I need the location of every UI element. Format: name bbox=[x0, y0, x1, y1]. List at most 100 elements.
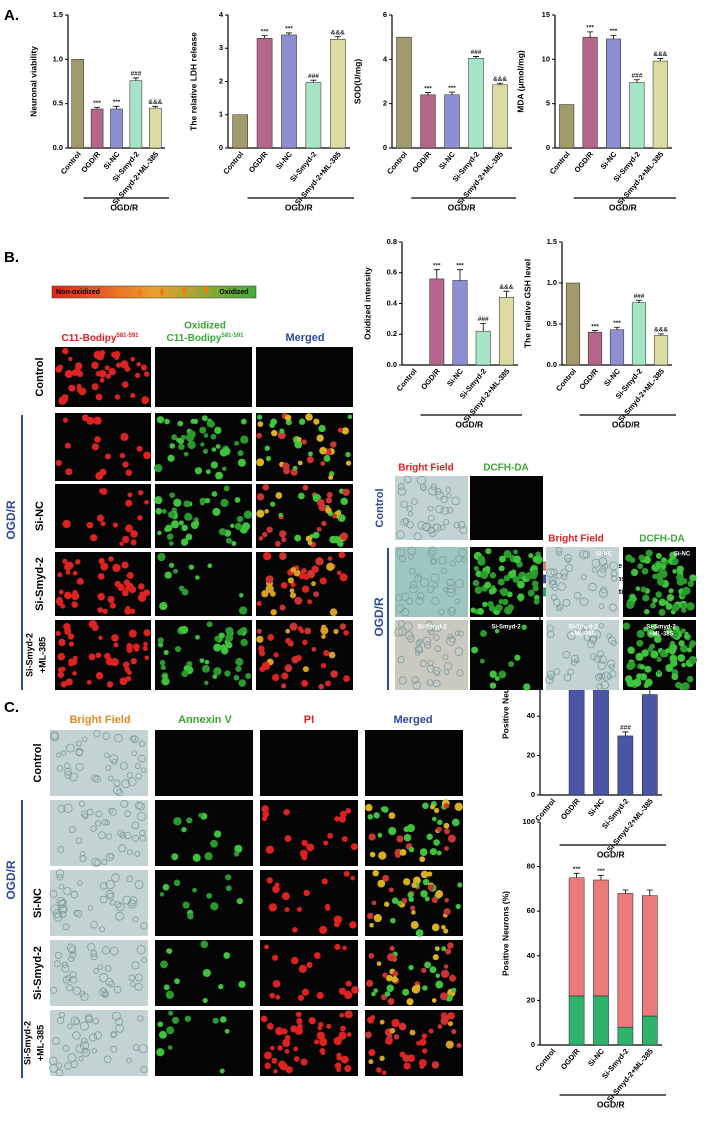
cell bbox=[643, 555, 652, 564]
cell bbox=[278, 552, 287, 560]
flame bbox=[116, 289, 120, 298]
cell bbox=[442, 518, 450, 526]
cell bbox=[602, 551, 609, 557]
cell bbox=[136, 445, 143, 452]
cell bbox=[318, 1021, 324, 1028]
cell bbox=[239, 593, 244, 598]
cell bbox=[171, 1016, 180, 1024]
cell bbox=[143, 589, 151, 597]
cell bbox=[62, 417, 69, 423]
cell bbox=[157, 552, 166, 562]
label: +ML-385 bbox=[35, 1025, 45, 1061]
micrograph bbox=[155, 552, 252, 616]
cell bbox=[170, 520, 180, 529]
cell bbox=[270, 1045, 275, 1051]
y-tick-label: 40 bbox=[527, 711, 535, 720]
cell bbox=[55, 459, 62, 466]
cell bbox=[138, 1044, 148, 1054]
cell bbox=[437, 819, 443, 826]
cell bbox=[328, 475, 334, 480]
cell bbox=[415, 646, 423, 654]
cell bbox=[282, 1038, 291, 1048]
cell bbox=[238, 679, 247, 687]
bar bbox=[429, 278, 445, 366]
cell bbox=[134, 372, 141, 379]
cell bbox=[69, 971, 77, 979]
cell bbox=[139, 830, 146, 837]
label: ### bbox=[634, 293, 645, 300]
bar bbox=[565, 282, 581, 366]
bar bbox=[232, 114, 249, 149]
cell bbox=[391, 1018, 400, 1028]
cell bbox=[68, 356, 73, 362]
label: Positive Neurons (%) bbox=[500, 654, 510, 739]
cell bbox=[332, 513, 338, 519]
cell bbox=[494, 676, 500, 681]
cell bbox=[647, 629, 654, 636]
cell bbox=[445, 948, 452, 955]
cell bbox=[225, 874, 232, 881]
cell bbox=[98, 635, 103, 640]
micrograph bbox=[155, 413, 252, 481]
cell bbox=[641, 649, 649, 657]
cell bbox=[126, 772, 133, 779]
y-tick-label: 0 bbox=[383, 143, 387, 152]
cell bbox=[109, 754, 119, 764]
cell bbox=[224, 1028, 230, 1034]
cell bbox=[256, 628, 262, 634]
cell bbox=[124, 586, 130, 592]
cell bbox=[416, 1040, 421, 1046]
cell bbox=[56, 765, 64, 772]
cell bbox=[71, 601, 79, 608]
cell bbox=[658, 598, 667, 607]
cell bbox=[61, 961, 69, 968]
cell bbox=[120, 360, 129, 369]
cell bbox=[72, 589, 78, 596]
cell bbox=[271, 429, 278, 437]
cell bbox=[484, 565, 491, 572]
cell bbox=[419, 659, 427, 667]
cell bbox=[143, 451, 151, 460]
cell bbox=[325, 497, 333, 504]
cell bbox=[432, 954, 439, 961]
cell bbox=[367, 1016, 375, 1024]
cell bbox=[422, 636, 432, 646]
cell bbox=[403, 834, 412, 842]
cell bbox=[389, 1027, 396, 1034]
cell bbox=[334, 1062, 342, 1070]
x-tick-label: Si-NC bbox=[274, 149, 294, 171]
cell bbox=[112, 563, 121, 573]
cell bbox=[54, 951, 63, 959]
cell bbox=[447, 607, 457, 616]
cell bbox=[302, 666, 309, 673]
cell bbox=[91, 361, 99, 370]
cell bbox=[49, 890, 58, 898]
cell bbox=[200, 940, 209, 949]
cell bbox=[429, 530, 436, 538]
cell bbox=[428, 486, 438, 496]
cell bbox=[222, 447, 231, 456]
cell bbox=[369, 922, 374, 928]
cell bbox=[95, 370, 102, 377]
cell bbox=[549, 580, 558, 589]
cell bbox=[97, 573, 105, 580]
cell bbox=[686, 647, 692, 653]
cell bbox=[131, 821, 140, 830]
cell bbox=[403, 826, 410, 833]
cell bbox=[66, 943, 76, 953]
cell bbox=[273, 1069, 278, 1074]
y-tick-label: 100 bbox=[522, 817, 535, 826]
label: OGD/R bbox=[372, 597, 386, 637]
label: *** bbox=[610, 28, 618, 35]
cell bbox=[131, 750, 137, 756]
cell bbox=[222, 466, 227, 472]
y-tick-label: 4 bbox=[383, 54, 388, 63]
cell bbox=[681, 662, 686, 668]
y-tick-label: 2 bbox=[383, 99, 387, 108]
label: &&& bbox=[654, 327, 668, 334]
label: Oxidized intensity bbox=[362, 267, 372, 340]
flame bbox=[160, 287, 164, 296]
cell bbox=[488, 604, 496, 612]
label: Bright Field bbox=[69, 714, 130, 726]
cell bbox=[114, 580, 121, 588]
